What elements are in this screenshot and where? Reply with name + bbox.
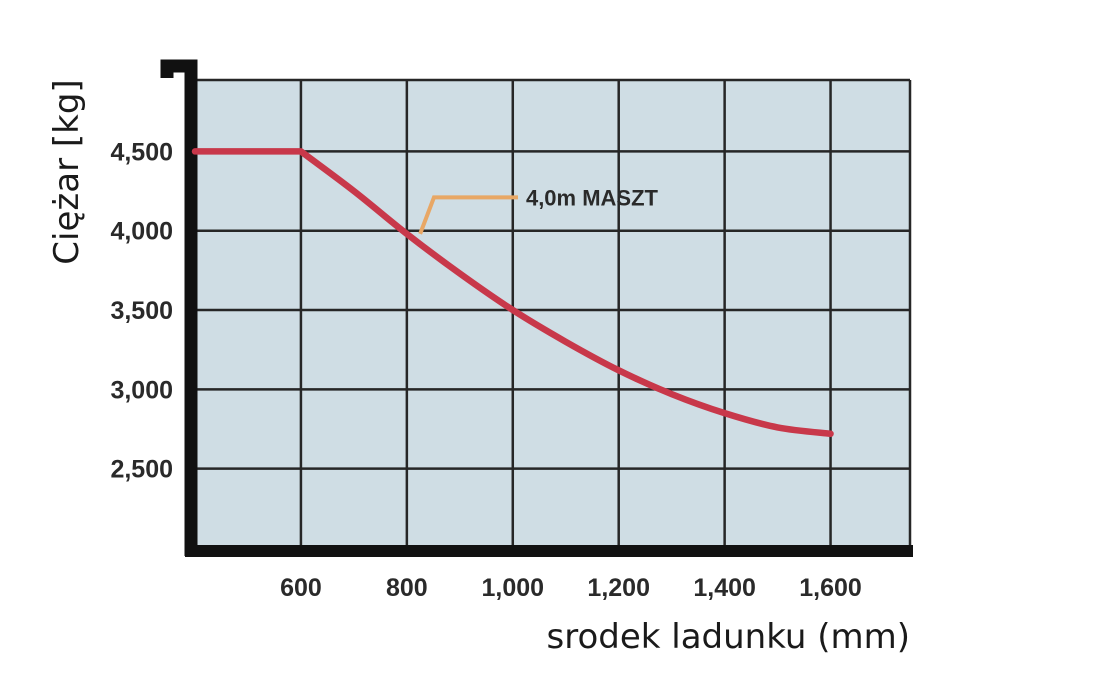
data-series [191, 148, 834, 438]
y-tick-label-1: 3,000 [110, 376, 173, 404]
y-axis-title: Ciężar [kg] [47, 79, 87, 264]
x-tick-labels: 600 800 1,000 1,200 1,400 1,600 [280, 574, 862, 602]
x-axis-title: srodek ladunku (mm) [547, 617, 910, 657]
x-tick-label-5: 1,600 [799, 574, 862, 602]
x-tick-label-0: 600 [280, 574, 322, 602]
annotations: 4,0m MASZT [418, 185, 659, 235]
y-tick-labels: 2,500 3,000 3,500 4,000 4,500 [110, 138, 173, 483]
y-tick-label-2: 3,500 [110, 297, 173, 325]
y-tick-label-3: 4,000 [110, 218, 173, 246]
annotation-label-0: 4,0m MASZT [526, 185, 659, 210]
x-tick-label-2: 1,000 [481, 574, 544, 602]
x-tick-label-1: 800 [386, 574, 428, 602]
x-tick-label-4: 1,400 [693, 574, 756, 602]
y-tick-label-0: 2,500 [110, 456, 173, 484]
grid-lines [193, 78, 912, 548]
y-tick-label-4: 4,500 [110, 138, 173, 166]
axes [160, 59, 913, 557]
y-axis-line [160, 59, 198, 556]
x-tick-label-3: 1,200 [587, 574, 650, 602]
annotation-leader-0 [418, 195, 518, 235]
series-line-0 [191, 148, 834, 438]
